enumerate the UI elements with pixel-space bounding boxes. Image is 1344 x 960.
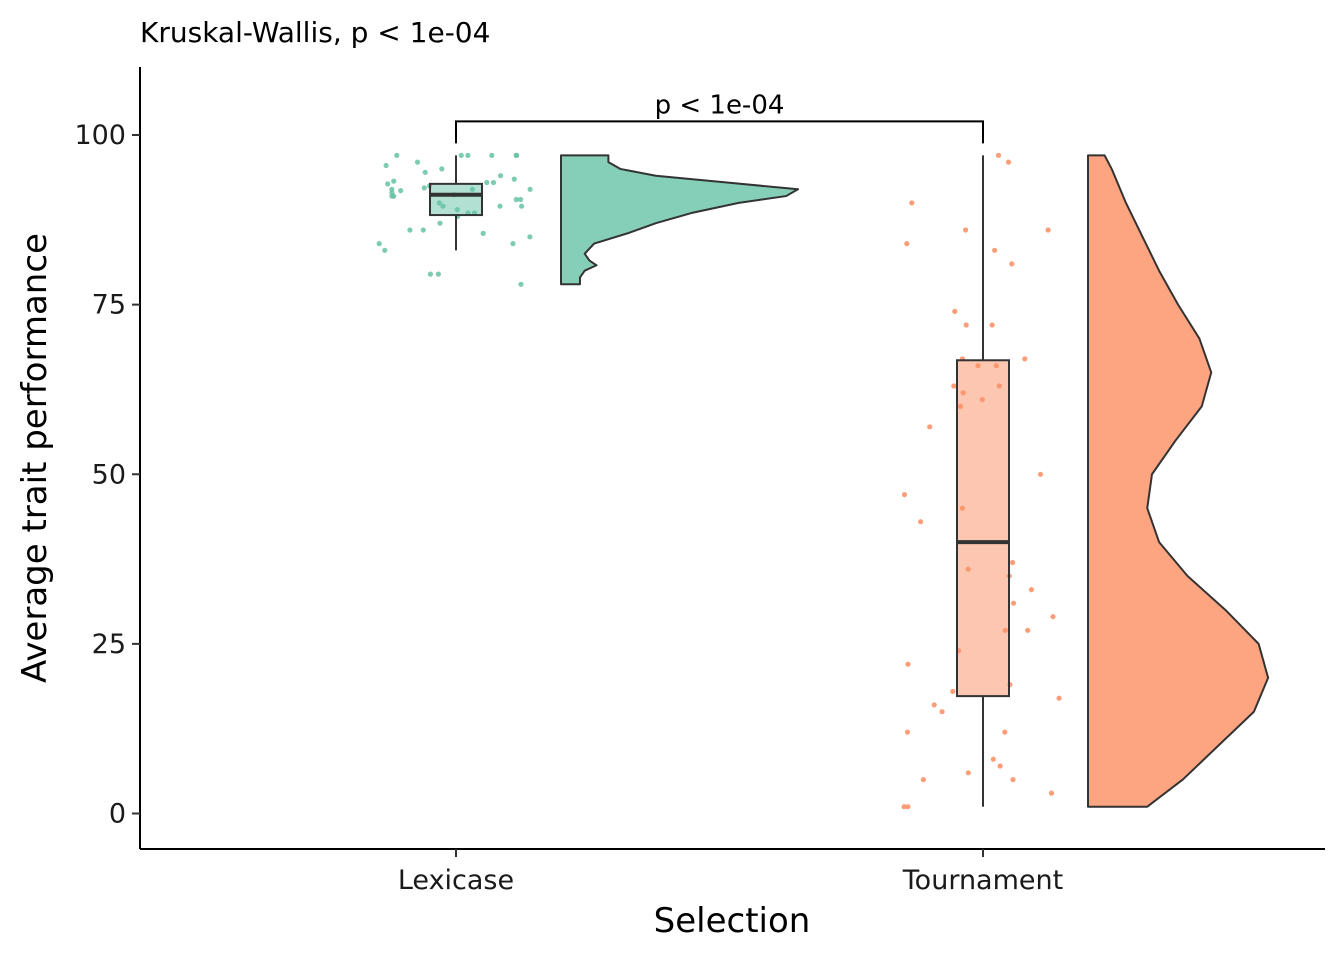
- data-point: [511, 176, 517, 182]
- data-point: [465, 152, 471, 158]
- data-point: [1005, 159, 1012, 165]
- data-point: [480, 230, 486, 236]
- y-axis-title: Average trait performance: [15, 233, 55, 683]
- data-point: [1048, 790, 1055, 796]
- data-point: [527, 186, 533, 192]
- data-point: [398, 188, 404, 194]
- data-point: [904, 241, 910, 247]
- axes: 0 25 50 75 100 Lexicase Tournament: [74, 67, 1325, 896]
- comparison-bracket: p < 1e-04: [455, 90, 984, 144]
- box-tournament: [956, 359, 1010, 698]
- data-point: [992, 247, 998, 253]
- data-point: [437, 220, 443, 226]
- data-point: [920, 777, 927, 783]
- data-point: [518, 196, 524, 203]
- data-point: [498, 173, 504, 179]
- data-point: [420, 227, 426, 233]
- data-point: [458, 152, 464, 158]
- data-point: [1002, 729, 1008, 735]
- data-point: [939, 709, 945, 715]
- y-tick-label: 0: [109, 799, 126, 830]
- data-point: [439, 166, 445, 172]
- data-point: [435, 271, 441, 277]
- data-point: [1011, 600, 1017, 606]
- data-point: [490, 179, 497, 186]
- data-point: [513, 152, 519, 158]
- bracket-line: [455, 120, 984, 144]
- data-point: [422, 169, 428, 175]
- chart-subtitle: Kruskal-Wallis, p < 1e-04: [140, 16, 490, 49]
- data-point: [952, 308, 958, 314]
- data-point: [1028, 587, 1034, 593]
- data-point: [950, 688, 956, 695]
- data-point: [905, 804, 911, 810]
- data-point: [989, 322, 995, 328]
- data-point: [513, 196, 519, 203]
- data-point: [1010, 777, 1016, 783]
- data-point: [421, 185, 427, 191]
- data-point: [1037, 471, 1044, 477]
- data-point: [383, 162, 389, 169]
- y-tick-label: 25: [92, 629, 126, 660]
- data-point: [518, 281, 524, 287]
- data-point: [951, 383, 957, 389]
- bracket-label: p < 1e-04: [655, 90, 785, 120]
- data-point: [414, 159, 421, 165]
- data-point: [391, 178, 397, 184]
- data-point: [1025, 627, 1031, 633]
- data-point: [1010, 559, 1016, 566]
- data-point: [510, 241, 516, 247]
- data-point: [497, 203, 503, 209]
- data-point: [905, 661, 911, 667]
- y-tick-label: 75: [92, 290, 126, 321]
- box-lexicase: [429, 182, 483, 217]
- data-point: [918, 519, 924, 525]
- data-point: [407, 227, 413, 233]
- data-point: [427, 271, 433, 277]
- data-point: [1056, 695, 1062, 701]
- data-point: [1050, 614, 1056, 620]
- data-point: [382, 247, 388, 253]
- data-point: [965, 770, 971, 776]
- data-point: [997, 763, 1003, 769]
- data-point: [990, 756, 996, 762]
- data-point: [1022, 356, 1028, 362]
- density-clouds: [560, 154, 1270, 808]
- data-point: [909, 200, 915, 206]
- data-point: [931, 702, 937, 708]
- data-point: [389, 193, 395, 199]
- data-point: [527, 234, 533, 240]
- data-point: [904, 729, 911, 735]
- data-point: [484, 179, 490, 186]
- data-point: [1045, 227, 1051, 233]
- data-point: [963, 322, 969, 328]
- density-cloud-tournament: [1087, 154, 1270, 808]
- data-point: [376, 241, 382, 247]
- data-point: [901, 492, 908, 498]
- x-tick-label: Lexicase: [398, 865, 514, 896]
- data-point: [963, 227, 969, 233]
- y-tick-label: 50: [92, 459, 126, 490]
- data-point: [385, 181, 391, 187]
- data-point: [1009, 261, 1015, 267]
- x-axis-title: Selection: [654, 901, 811, 941]
- density-cloud-lexicase: [560, 154, 799, 286]
- data-point: [394, 152, 400, 158]
- data-point: [519, 203, 525, 209]
- data-point: [489, 152, 495, 158]
- x-tick-label: Tournament: [902, 865, 1063, 896]
- boxplots: [429, 155, 1010, 807]
- y-tick-label: 100: [74, 120, 126, 151]
- data-point: [995, 152, 1002, 158]
- data-point: [927, 424, 933, 430]
- data-point: [901, 804, 907, 810]
